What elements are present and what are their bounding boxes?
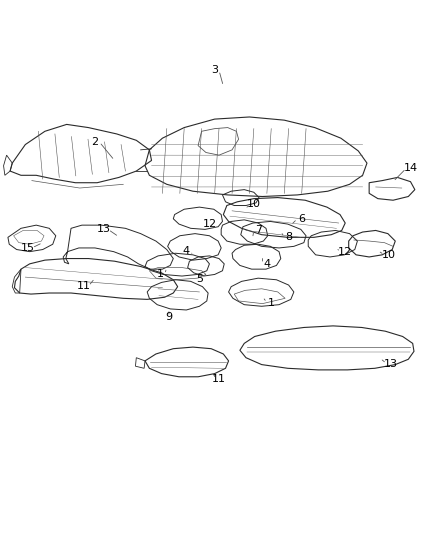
Text: 14: 14 <box>403 164 417 173</box>
Text: 4: 4 <box>183 246 190 256</box>
Text: 11: 11 <box>212 375 226 384</box>
Text: 1: 1 <box>157 270 164 279</box>
Text: 11: 11 <box>77 281 91 291</box>
Text: 12: 12 <box>203 219 217 229</box>
Text: 13: 13 <box>384 359 398 368</box>
Text: 9: 9 <box>166 312 173 322</box>
Text: 1: 1 <box>268 297 275 308</box>
Text: 4: 4 <box>263 259 270 269</box>
Text: 7: 7 <box>254 225 262 236</box>
Text: 12: 12 <box>338 247 352 257</box>
Text: 10: 10 <box>382 250 396 260</box>
Text: 3: 3 <box>211 66 218 75</box>
Text: 10: 10 <box>247 199 261 209</box>
Text: 6: 6 <box>298 214 305 224</box>
Text: 8: 8 <box>285 232 292 243</box>
Text: 15: 15 <box>21 243 35 253</box>
Text: 13: 13 <box>97 224 111 235</box>
Text: 5: 5 <box>196 273 203 284</box>
Text: 2: 2 <box>92 137 99 147</box>
